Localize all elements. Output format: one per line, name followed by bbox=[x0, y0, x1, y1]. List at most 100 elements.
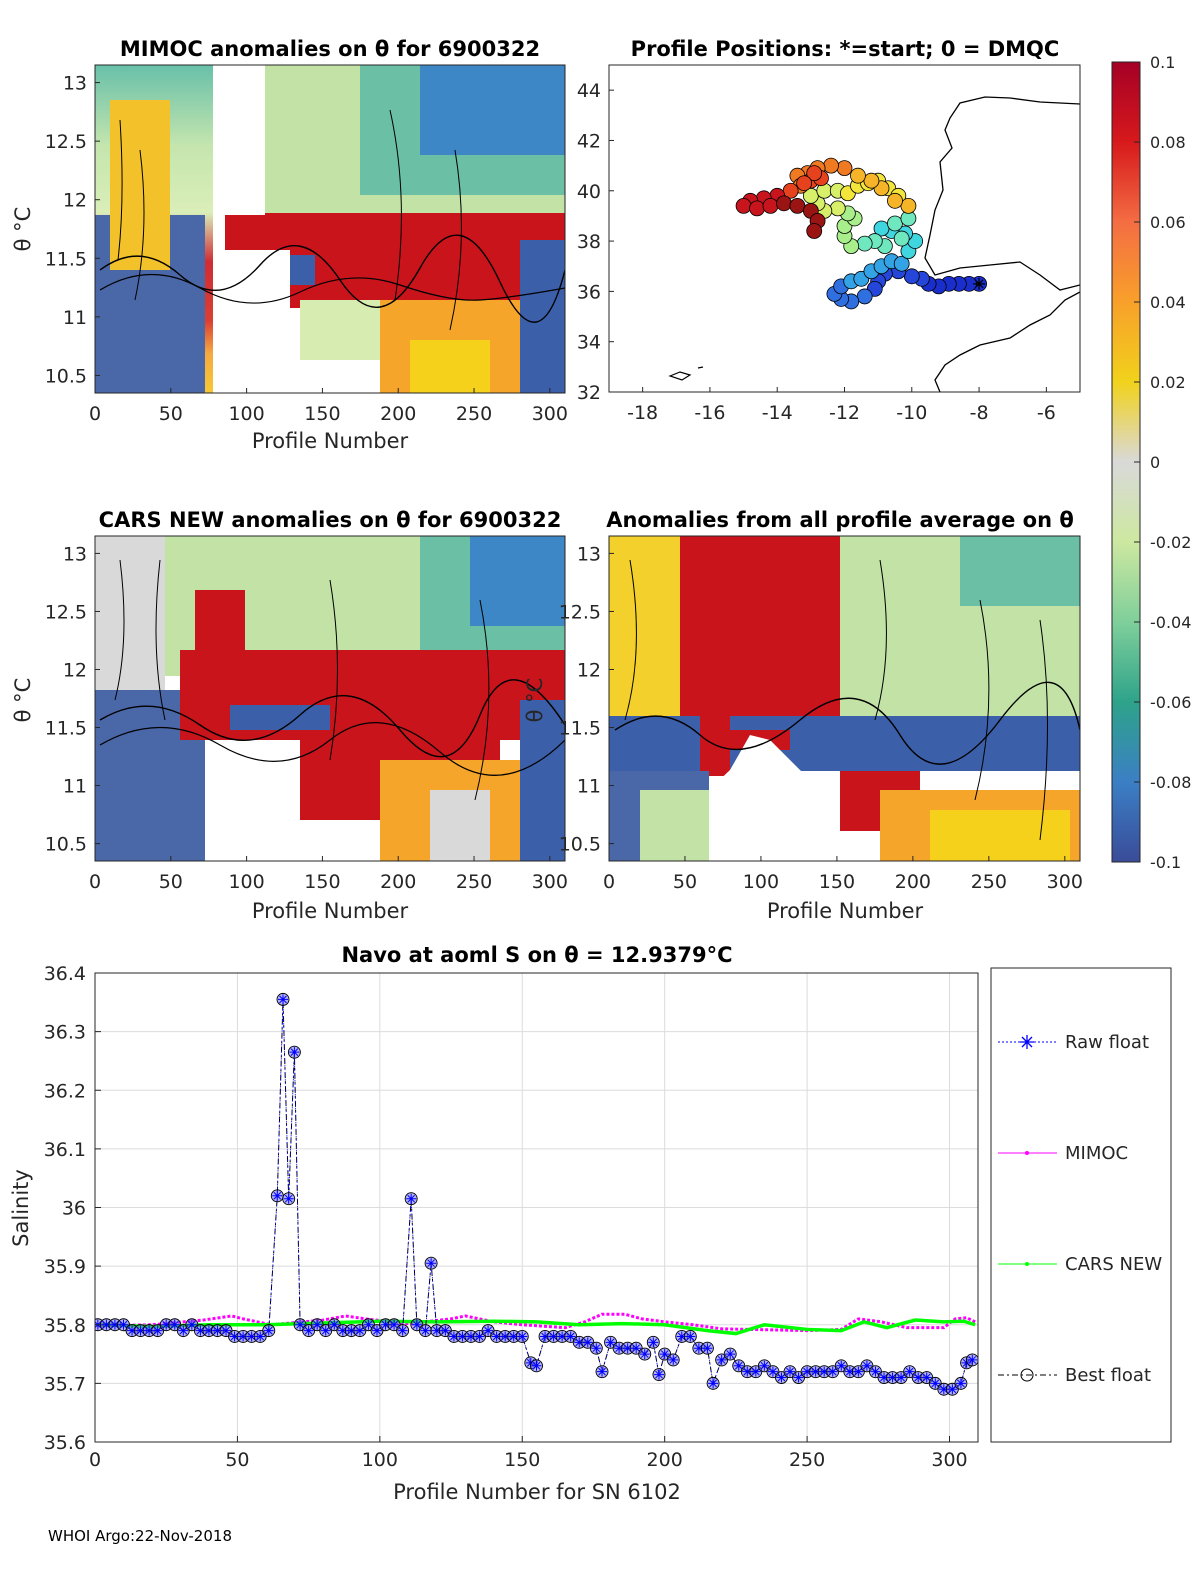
track-point bbox=[806, 165, 823, 182]
cars-title: CARS NEW anomalies on θ for 6900322 bbox=[99, 508, 562, 532]
y-tick-label: 36.1 bbox=[44, 1139, 86, 1161]
legend-box bbox=[990, 967, 1172, 1443]
track-point bbox=[836, 160, 853, 177]
map-track bbox=[735, 157, 987, 310]
colorbar: 0.1 0.08 0.06 0.04 0.02 0 -0.02 -0.04 -0.06 -0.08… bbox=[1111, 53, 1191, 872]
raw-float-point bbox=[255, 1331, 266, 1342]
colorbar-tick-label: 0.04 bbox=[1150, 293, 1186, 312]
raw-float-point bbox=[263, 1325, 274, 1336]
raw-float-point bbox=[272, 1190, 283, 1201]
raw-float-point bbox=[491, 1331, 502, 1342]
y-tick-label: 36.2 bbox=[44, 1080, 86, 1102]
track-point bbox=[893, 230, 910, 247]
colorbar-tick-label: 0 bbox=[1150, 453, 1160, 472]
raw-float-point bbox=[152, 1325, 163, 1336]
raw-float-point bbox=[853, 1366, 864, 1377]
raw-float-point bbox=[118, 1319, 129, 1330]
y-tick-label: 13 bbox=[63, 73, 87, 95]
avg-axes bbox=[608, 535, 1081, 862]
colorbar-tick-label: -0.1 bbox=[1150, 853, 1181, 872]
track-point bbox=[903, 268, 920, 285]
start-marker bbox=[973, 277, 986, 290]
raw-float-point bbox=[406, 1193, 417, 1204]
raw-float-point bbox=[819, 1366, 830, 1377]
y-tick-label: 12 bbox=[577, 659, 601, 681]
raw-float-point bbox=[844, 1366, 855, 1377]
raw-float-point bbox=[605, 1337, 616, 1348]
salinity-ylabel: Salinity bbox=[9, 1169, 33, 1247]
x-tick-label: 100 bbox=[228, 403, 264, 425]
raw-float-point bbox=[320, 1325, 331, 1336]
cars-yticks: 13 12.5 12 11.5 11 10.5 bbox=[45, 543, 100, 856]
raw-float-point bbox=[346, 1325, 357, 1336]
raw-float-point bbox=[733, 1360, 744, 1371]
x-tick-label: 200 bbox=[647, 1449, 683, 1471]
legend-best-label: Best float bbox=[1065, 1365, 1151, 1386]
raw-float-point bbox=[614, 1343, 625, 1354]
raw-float-point bbox=[896, 1372, 907, 1383]
raw-float-point bbox=[938, 1384, 949, 1395]
raw-float-point bbox=[861, 1360, 872, 1371]
raw-float-point bbox=[363, 1319, 374, 1330]
x-tick-label: 50 bbox=[225, 1449, 249, 1471]
colorbar-tick-label: -0.02 bbox=[1150, 533, 1191, 552]
cars-axes bbox=[94, 535, 566, 862]
y-tick-label: 11.5 bbox=[45, 718, 87, 740]
y-tick-label: 35.6 bbox=[44, 1432, 86, 1454]
raw-float-point bbox=[517, 1331, 528, 1342]
x-tick-label: 300 bbox=[931, 1449, 967, 1471]
colorbar-tick-label: 0.02 bbox=[1150, 373, 1186, 392]
y-tick-label: 36 bbox=[62, 1198, 86, 1220]
x-tick-label: 50 bbox=[159, 871, 183, 893]
y-tick-label: 11 bbox=[577, 776, 601, 798]
y-tick-label: 11.5 bbox=[45, 248, 87, 270]
raw-float-point bbox=[742, 1366, 753, 1377]
y-tick-label: 34 bbox=[577, 332, 601, 354]
raw-float-point bbox=[540, 1331, 551, 1342]
legend-mimoc-label: MIMOC bbox=[1065, 1143, 1128, 1164]
raw-float-point bbox=[397, 1325, 408, 1336]
y-tick-label: 10.5 bbox=[559, 834, 601, 856]
x-tick-label: 50 bbox=[159, 403, 183, 425]
y-tick-label: 12.5 bbox=[45, 131, 87, 153]
y-tick-label: 40 bbox=[577, 181, 601, 203]
track-point bbox=[856, 235, 873, 252]
map-yticks: 44 42 40 38 36 34 32 bbox=[577, 80, 614, 404]
x-tick-label: -8 bbox=[970, 402, 989, 424]
raw-float-point bbox=[836, 1360, 847, 1371]
raw-float-point bbox=[186, 1319, 197, 1330]
y-tick-label: 12.5 bbox=[45, 601, 87, 623]
asterisk-icon bbox=[1020, 1035, 1034, 1049]
raw-float-point bbox=[431, 1325, 442, 1336]
raw-float-point bbox=[380, 1319, 391, 1330]
avg-xlabel: Profile Number bbox=[767, 899, 924, 923]
raw-float-point bbox=[161, 1319, 172, 1330]
raw-float-point bbox=[653, 1369, 664, 1380]
map-coastline bbox=[668, 96, 1080, 392]
y-tick-label: 11.5 bbox=[559, 718, 601, 740]
avg-title: Anomalies from all profile average on θ bbox=[606, 508, 1074, 532]
map-title: Profile Positions: *=start; 0 = DMQC bbox=[631, 37, 1060, 61]
track-point bbox=[893, 255, 910, 272]
raw-float-point bbox=[389, 1319, 400, 1330]
raw-float-point bbox=[195, 1325, 206, 1336]
y-tick-label: 42 bbox=[577, 130, 601, 152]
x-tick-label: 200 bbox=[895, 871, 931, 893]
raw-float-point bbox=[203, 1325, 214, 1336]
raw-float-point bbox=[565, 1331, 576, 1342]
x-tick-label: 150 bbox=[504, 1449, 540, 1471]
map-panel: Profile Positions: *=start; 0 = DMQC -18… bbox=[577, 37, 1081, 424]
salinity-title: Navo at aoml S on θ = 12.9379°C bbox=[341, 943, 732, 967]
raw-float-point bbox=[440, 1325, 451, 1336]
colorbar-tick-label: -0.04 bbox=[1150, 613, 1191, 632]
cars-xlabel: Profile Number bbox=[252, 899, 409, 923]
y-tick-label: 38 bbox=[577, 231, 601, 253]
map-xticks: -18 -16 -14 -12 -10 -8 -6 bbox=[627, 387, 1056, 424]
raw-float-point bbox=[574, 1337, 585, 1348]
legend-raw-label: Raw float bbox=[1065, 1032, 1149, 1053]
raw-float-point bbox=[750, 1366, 761, 1377]
x-tick-label: 200 bbox=[380, 871, 416, 893]
x-tick-label: 250 bbox=[789, 1449, 825, 1471]
colorbar-tick-label: -0.08 bbox=[1150, 773, 1191, 792]
mimoc-xlabel: Profile Number bbox=[252, 429, 409, 453]
